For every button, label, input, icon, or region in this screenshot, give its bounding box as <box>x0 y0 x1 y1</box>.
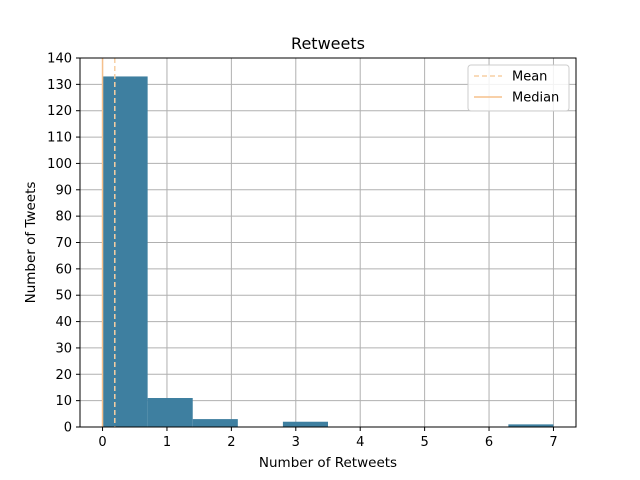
y-tick-label: 40 <box>55 315 72 330</box>
x-tick-label: 1 <box>163 435 171 450</box>
legend: Mean Median <box>467 64 570 112</box>
y-tick-label: 10 <box>55 394 72 409</box>
histogram-bars <box>102 76 554 427</box>
x-axis-title: Number of Retweets <box>259 455 397 471</box>
x-tick-label: 0 <box>98 435 106 450</box>
histogram-bar <box>282 421 328 427</box>
y-tick-label: 0 <box>64 421 72 436</box>
x-axis-ticks: 0 1 2 3 4 5 6 7 <box>98 427 558 450</box>
x-tick-label: 5 <box>420 435 428 450</box>
y-tick-label: 90 <box>55 183 72 198</box>
y-tick-label: 30 <box>55 341 72 356</box>
histogram-bar <box>192 419 238 427</box>
grid <box>80 57 576 428</box>
legend-median-label: Median <box>512 91 559 106</box>
reference-lines <box>101 58 116 427</box>
histogram-bar <box>102 76 148 427</box>
y-tick-label: 140 <box>47 52 72 67</box>
x-tick-label: 3 <box>292 435 300 450</box>
y-tick-label: 100 <box>47 157 72 172</box>
histogram-bar <box>508 424 554 427</box>
y-tick-label: 60 <box>55 262 72 277</box>
x-tick-label: 2 <box>227 435 235 450</box>
chart-title: Retweets <box>291 34 365 53</box>
legend-mean-label: Mean <box>512 70 547 85</box>
y-tick-label: 110 <box>47 131 72 146</box>
y-tick-label: 20 <box>55 368 72 383</box>
x-tick-label: 7 <box>549 435 557 450</box>
y-tick-label: 70 <box>55 236 72 251</box>
x-tick-label: 6 <box>485 435 493 450</box>
y-axis-ticks: 0 10 20 30 40 50 60 70 80 90 100 110 120 130 140 <box>47 52 80 436</box>
y-tick-label: 130 <box>47 78 72 93</box>
histogram-bar <box>147 398 193 427</box>
y-tick-label: 80 <box>55 210 72 225</box>
y-tick-label: 50 <box>55 289 72 304</box>
y-tick-label: 120 <box>47 104 72 119</box>
x-tick-label: 4 <box>356 435 364 450</box>
y-axis-title: Number of Tweets <box>23 182 39 304</box>
